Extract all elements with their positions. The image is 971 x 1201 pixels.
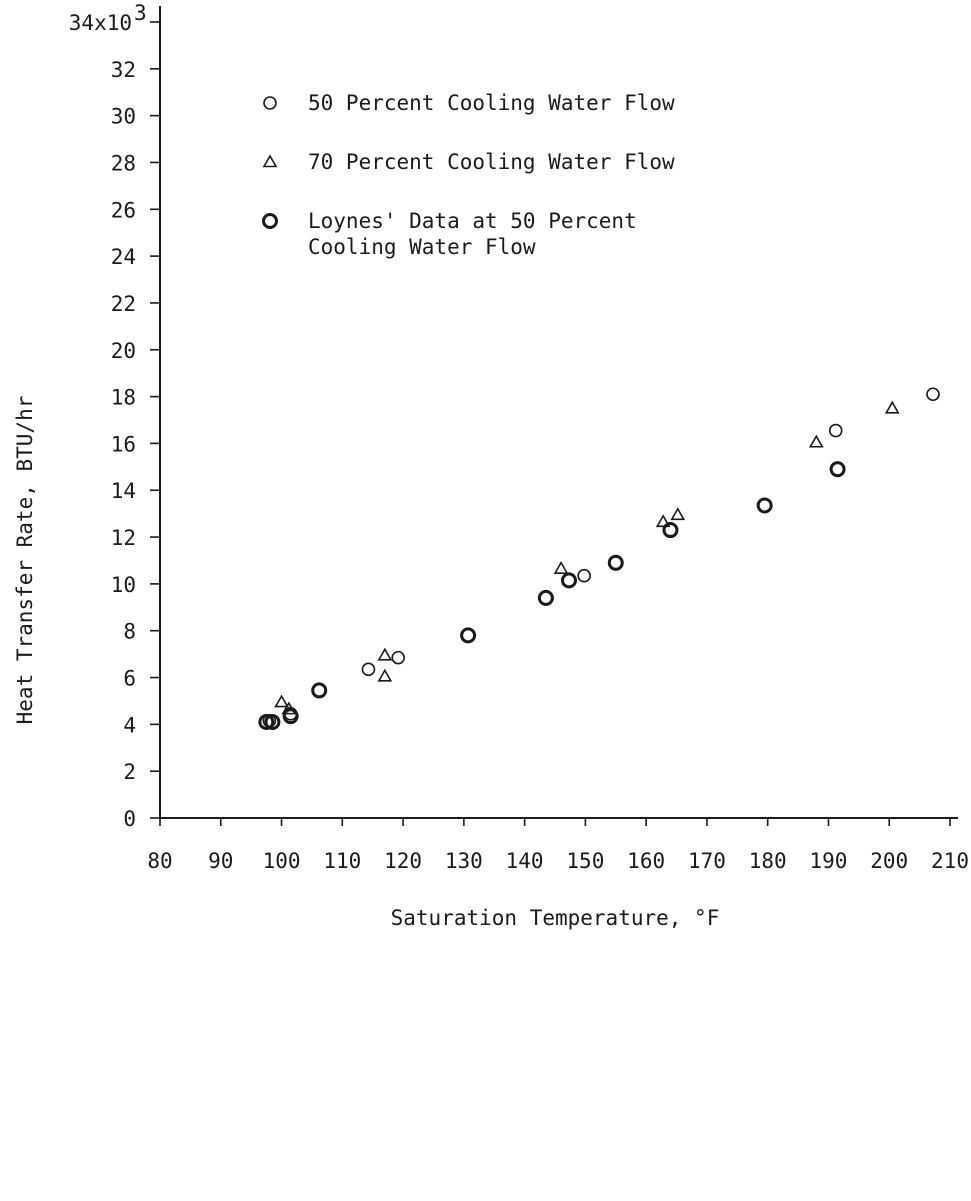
legend-marker [262, 154, 278, 168]
legend-label: 50 Percent Cooling Water Flow [308, 91, 675, 115]
data-point [274, 694, 289, 708]
data-point [311, 682, 328, 699]
y-tick-label: 20 [111, 339, 136, 363]
x-tick-label: 120 [384, 849, 422, 873]
series-2 [274, 400, 900, 715]
y-tick-label: 4 [123, 713, 136, 737]
data-point [884, 400, 900, 414]
data-point [391, 650, 406, 665]
x-tick-label: 80 [147, 849, 172, 873]
y-tick-label: 24 [111, 245, 136, 269]
y-tick-label: 14 [111, 479, 136, 503]
data-point [553, 561, 569, 574]
y-tick-label: 30 [111, 105, 136, 129]
data-point [662, 522, 679, 539]
x-tick-label: 210 [931, 849, 969, 873]
y-tick-label: 12 [111, 526, 136, 550]
x-tick-label: 190 [809, 849, 847, 873]
data-point [926, 387, 940, 402]
data-point [460, 627, 477, 644]
x-tick-label: 130 [445, 849, 483, 873]
legend-item: 70 Percent Cooling Water Flow [262, 150, 675, 174]
data-point [264, 714, 281, 731]
data-point [361, 662, 376, 677]
data-point [577, 568, 591, 583]
data-point [537, 589, 554, 606]
x-axis-title: Saturation Temperature, °F [391, 906, 720, 930]
x-tick-label: 150 [566, 849, 604, 873]
data-point [282, 708, 299, 725]
data-point [808, 434, 824, 448]
y-tick-label: 10 [111, 573, 136, 597]
legend-label: Loynes' Data at 50 Percent [308, 209, 637, 233]
y-tick-label: 22 [111, 292, 136, 316]
data-point [377, 668, 393, 682]
series-1 [262, 387, 940, 728]
x-tick-label: 180 [749, 849, 787, 873]
y-tick-label: 32 [111, 58, 136, 82]
x-tick-label: 110 [323, 849, 361, 873]
y-tick-label: 16 [111, 432, 136, 456]
x-tick-label: 90 [208, 849, 233, 873]
legend-label: Cooling Water Flow [308, 235, 536, 259]
x-tick-label: 170 [688, 849, 726, 873]
y-tick-label: 6 [123, 667, 136, 691]
ticks: 80 90 100 110 120 130 140 150 160 170 180 190 200 210… [69, 1, 969, 873]
legend-label: 70 Percent Cooling Water Flow [308, 150, 675, 174]
data-point [607, 554, 624, 571]
y-tick-exponent: 3 [134, 1, 147, 25]
x-tick-label: 200 [870, 849, 908, 873]
data-point [377, 647, 393, 661]
axes [159, 6, 958, 819]
y-axis-title: Heat Transfer Rate, BTU/hr [13, 396, 37, 725]
y-tick-label: 18 [111, 386, 136, 410]
data-point [670, 507, 686, 521]
data-point [829, 461, 846, 478]
data-point [828, 423, 843, 438]
series-3 [258, 461, 846, 731]
y-tick-label: 26 [111, 198, 136, 222]
data-point [258, 714, 275, 731]
legend-marker [263, 96, 277, 110]
axis-labels: Saturation Temperature, °F Heat Transfer … [13, 396, 719, 930]
data-points [258, 387, 940, 731]
legend-marker [262, 213, 278, 229]
y-tick-label: 0 [123, 807, 136, 831]
y-tick-label: 28 [111, 151, 136, 175]
x-tick-label: 140 [506, 849, 544, 873]
y-tick-label: 8 [123, 620, 136, 644]
x-tick-label: 160 [627, 849, 665, 873]
y-tick-label: 2 [123, 760, 136, 784]
y-tick-label: 34x10 [69, 11, 132, 35]
x-tick-label: 100 [263, 849, 301, 873]
data-point [655, 514, 671, 528]
data-point [756, 497, 773, 514]
data-point [560, 572, 577, 589]
legend-item: 50 Percent Cooling Water Flow [263, 91, 675, 115]
legend: 50 Percent Cooling Water Flow 70 Percent … [262, 91, 675, 259]
